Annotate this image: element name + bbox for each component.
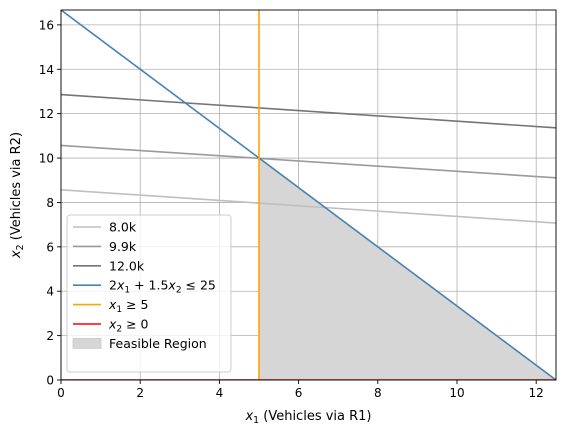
x-tick-label: 12 (529, 386, 544, 400)
x-tick-label: 0 (57, 386, 65, 400)
legend-patch-swatch (72, 338, 102, 349)
series-line-4 (61, 10, 556, 380)
axes-frame (60, 9, 557, 381)
y-tick-label: 16 (39, 18, 54, 32)
y-axis-label: x2 (Vehicles via R2) (9, 132, 26, 259)
legend-label: 12.0k (109, 258, 145, 273)
legend-label: 2x1 + 1.5x2 ≤ 25 (109, 278, 216, 296)
y-tick-label: 6 (46, 240, 54, 254)
legend-label: x2 ≥ 0 (108, 317, 149, 335)
x-tick-label: 6 (295, 386, 303, 400)
y-tick-label: 14 (39, 63, 54, 77)
series-line-1 (61, 188, 556, 224)
legend-label: 8.0k (109, 220, 137, 235)
series-line-3 (61, 93, 556, 129)
y-tick-label: 2 (46, 329, 54, 343)
legend-label: x1 ≥ 5 (108, 297, 149, 315)
x-tick-label: 10 (449, 386, 464, 400)
x-tick-label: 8 (374, 386, 382, 400)
y-tick-label: 10 (39, 152, 54, 166)
legend-box (66, 214, 232, 373)
series-line-2 (61, 144, 556, 179)
y-tick-label: 4 (46, 285, 54, 299)
y-tick-label: 12 (39, 107, 54, 121)
plot-series-group (61, 10, 556, 380)
x-tick-label: 2 (136, 386, 144, 400)
legend-label: 9.9k (109, 239, 137, 254)
x-tick-label: 4 (216, 386, 224, 400)
y-tick-label: 0 (46, 374, 54, 388)
legend-label: Feasible Region (109, 336, 207, 351)
x-axis-label: x1 (Vehicles via R1) (244, 409, 371, 426)
y-tick-label: 8 (46, 196, 54, 210)
